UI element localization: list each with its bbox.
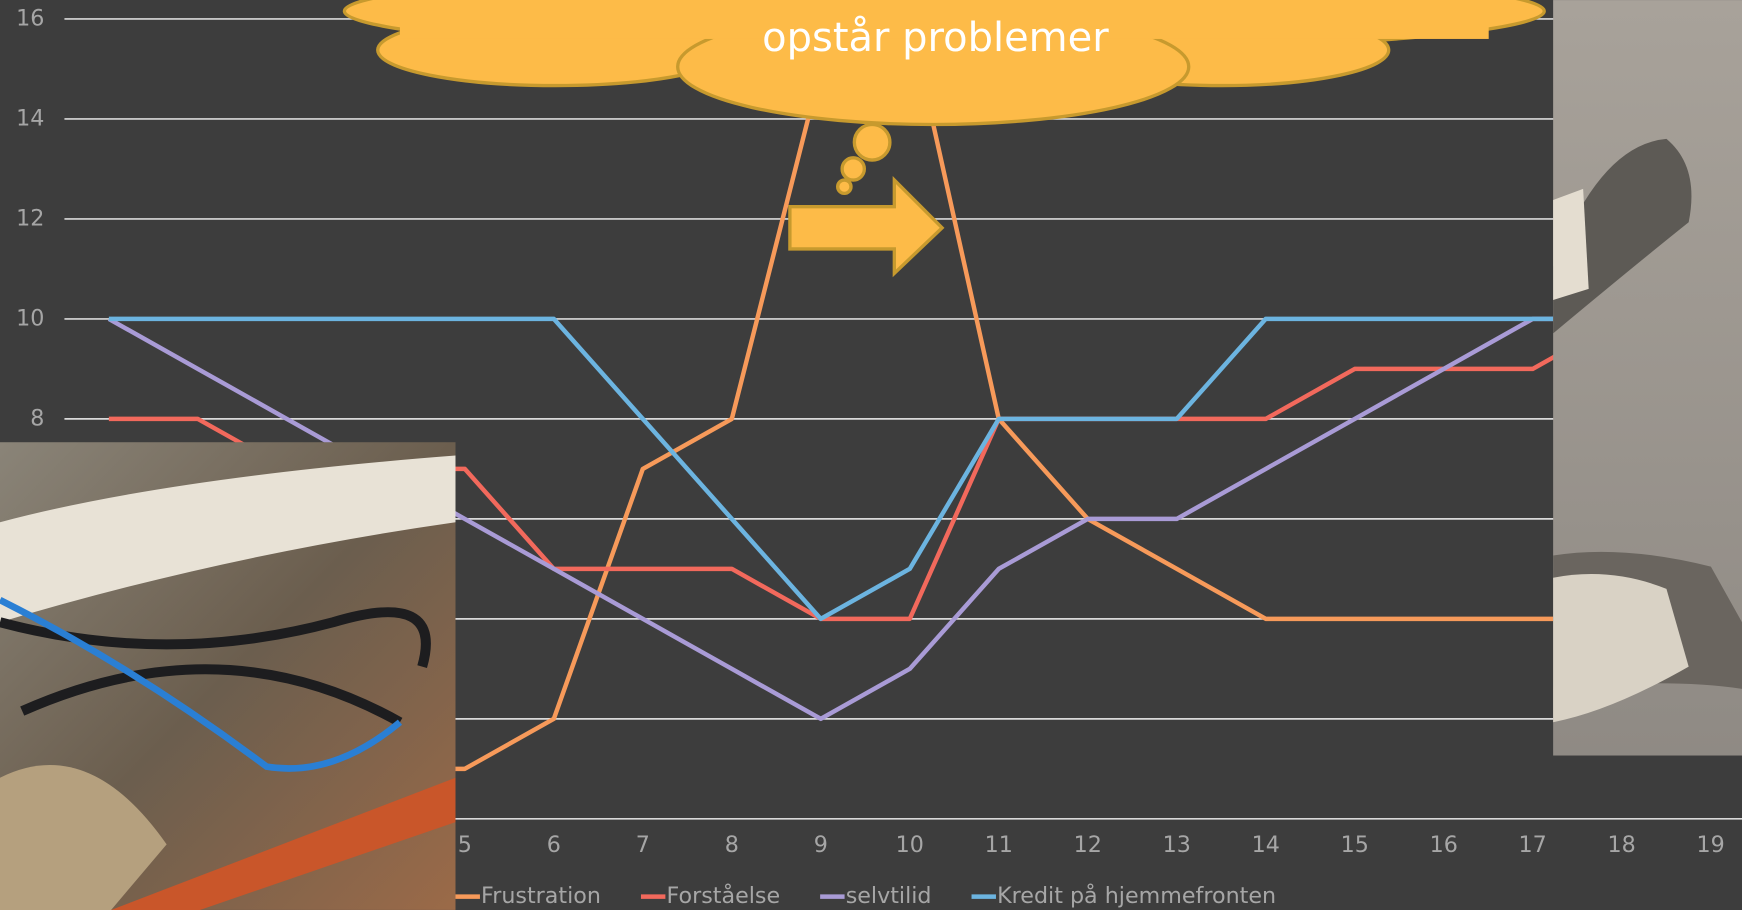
y-tick-label: 16 [16, 5, 44, 31]
x-tick-label: 15 [1341, 832, 1369, 858]
y-tick-label: 12 [16, 205, 44, 231]
series-line [108, 316, 1711, 622]
x-tick-label: 14 [1252, 832, 1280, 858]
x-tick-label: 16 [1430, 832, 1458, 858]
x-tick-label: 10 [896, 832, 924, 858]
photo-shoes [1553, 0, 1742, 756]
cloud-text: opstår problemer [762, 15, 1109, 61]
x-tick-label: 9 [814, 832, 828, 858]
x-tick-label: 18 [1608, 832, 1636, 858]
x-tick-label: 7 [636, 832, 650, 858]
x-tick-label: 19 [1697, 832, 1725, 858]
x-tick-label: 8 [725, 832, 739, 858]
x-tick-label: 12 [1074, 832, 1102, 858]
x-tick-label: 5 [458, 832, 472, 858]
legend-label: selvtilid [846, 883, 932, 909]
x-tick-label: 11 [985, 832, 1013, 858]
legend-label: Frustration [481, 883, 601, 909]
x-tick-label: 17 [1519, 832, 1547, 858]
x-tick-label: 13 [1163, 832, 1191, 858]
y-tick-label: 14 [16, 105, 44, 131]
thought-cloud [342, 0, 1546, 278]
y-tick-label: 10 [16, 305, 44, 331]
x-tick-label: 6 [547, 832, 561, 858]
photo-cables [0, 442, 456, 910]
legend-label: Kredit på hjemmefronten [997, 881, 1276, 909]
legend-label: Forståelse [667, 881, 781, 909]
y-tick-label: 8 [30, 405, 44, 431]
